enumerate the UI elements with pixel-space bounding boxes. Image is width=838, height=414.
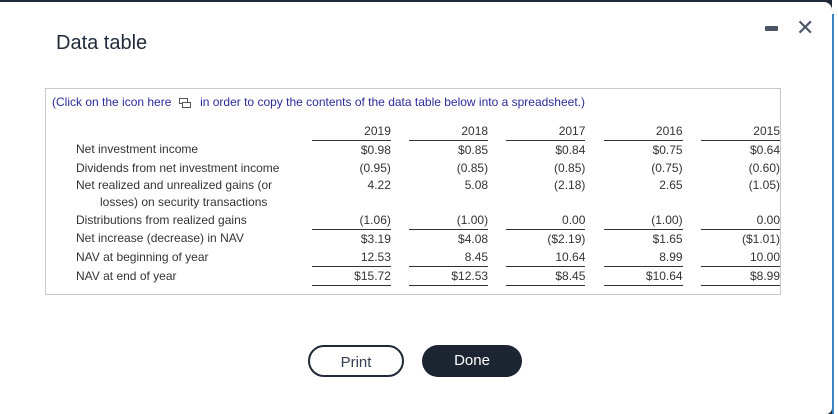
note-text-before: (Click on the icon here	[52, 95, 172, 109]
cell-value: $8.45	[506, 266, 586, 286]
cell-value: $0.75	[652, 142, 683, 157]
scrollbar-edge	[832, 14, 834, 414]
table-row: Net realized and unrealized gains (or lo…	[76, 177, 780, 211]
note-text-after: in order to copy the contents of the dat…	[200, 95, 585, 109]
cell-value: (1.00)	[456, 212, 489, 227]
cell-value: $10.64	[603, 266, 683, 286]
close-icon[interactable]: ✕	[796, 15, 815, 40]
cell-value: 0.00	[562, 212, 586, 227]
table-row: NAV at end of year $15.72 $12.53 $8.45 $…	[76, 266, 780, 286]
row-label: Dividends from net investment income	[76, 160, 280, 175]
year-header: 2015	[700, 122, 780, 141]
minimize-icon[interactable]	[765, 26, 778, 31]
table-row: Net investment income $0.98 $0.85 $0.84 …	[76, 141, 780, 160]
cell-value: (1.00)	[651, 212, 683, 227]
cell-value: $0.85	[458, 142, 489, 157]
year-header: 2017	[506, 122, 586, 141]
cell-value: 10.64	[555, 249, 586, 264]
cell-value: 12.53	[360, 249, 391, 264]
row-label: Net realized and unrealized gains (or lo…	[76, 178, 273, 209]
cell-value: $0.98	[360, 142, 391, 157]
year-header-row: 2019 2018 2017 2016 2015	[76, 122, 780, 141]
cell-value: $15.72	[311, 266, 391, 286]
year-header: 2016	[603, 122, 683, 141]
cell-value: (1.06)	[359, 212, 391, 227]
cell-value: ($1.01)	[700, 229, 780, 248]
cell-value: 8.45	[464, 249, 489, 264]
window-edge	[832, 0, 838, 414]
cell-value: $1.65	[603, 229, 683, 248]
cell-value: (0.95)	[359, 160, 391, 175]
cell-value: 2.65	[659, 178, 683, 192]
cell-value: 8.99	[659, 249, 683, 264]
data-table-panel: (Click on the icon here in order to copy…	[45, 88, 781, 295]
row-label: Distributions from realized gains	[76, 212, 247, 227]
cell-value: (0.60)	[748, 160, 780, 175]
row-label: Net investment income	[76, 142, 199, 157]
table-row: Distributions from realized gains (1.06)…	[76, 211, 780, 230]
cell-value: (2.18)	[554, 178, 586, 192]
cell-value: $3.19	[311, 229, 391, 248]
print-button[interactable]: Print	[308, 345, 404, 377]
cell-value: $0.84	[555, 142, 586, 157]
table-row: Dividends from net investment income (0.…	[76, 159, 780, 177]
row-label: NAV at beginning of year	[76, 249, 209, 264]
row-label: Net increase (decrease) in NAV	[76, 231, 244, 246]
year-header: 2018	[409, 122, 489, 141]
year-header: 2019	[311, 122, 391, 141]
dialog-title: Data table	[56, 32, 148, 54]
financial-data-table: 2019 2018 2017 2016 2015 Net investment …	[76, 122, 780, 286]
cell-value: (1.05)	[748, 178, 780, 192]
cell-value: $4.08	[409, 229, 489, 248]
table-row: Net increase (decrease) in NAV $3.19 $4.…	[76, 229, 780, 248]
table-row: NAV at beginning of year 12.53 8.45 10.6…	[76, 248, 780, 267]
cell-value: 5.08	[464, 178, 489, 192]
cell-value: (0.85)	[554, 160, 586, 175]
cell-value: $12.53	[409, 266, 489, 286]
copy-spreadsheet-icon[interactable]	[178, 97, 191, 108]
cell-value: $8.99	[700, 266, 780, 286]
cell-value: ($2.19)	[506, 229, 586, 248]
cell-value: (0.75)	[651, 160, 683, 175]
cell-value: $0.64	[749, 142, 780, 157]
cell-value: 0.00	[756, 212, 780, 227]
copy-instructions: (Click on the icon here in order to copy…	[52, 95, 585, 109]
row-label: NAV at end of year	[76, 268, 177, 283]
cell-value: 10.00	[749, 249, 780, 264]
cell-value: (0.85)	[456, 160, 489, 175]
cell-value: 4.22	[367, 178, 391, 192]
done-button[interactable]: Done	[422, 345, 522, 377]
